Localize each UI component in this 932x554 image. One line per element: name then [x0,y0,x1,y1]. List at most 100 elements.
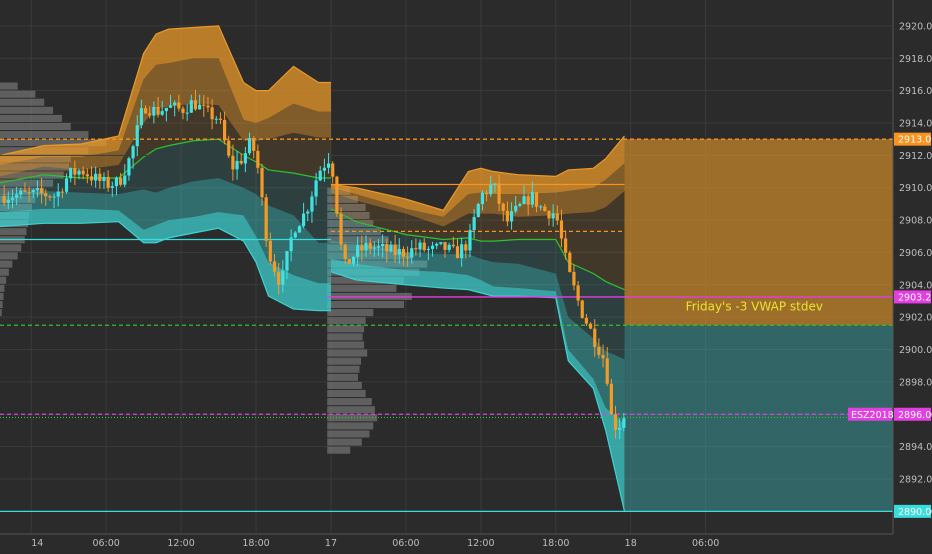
candle [69,168,73,179]
upper-band-edge [0,25,331,156]
volume-profile-bar [0,171,64,179]
price-label-box [894,504,931,518]
candle [539,206,543,208]
candle [430,245,435,249]
volume-profile-bar [327,187,351,195]
candle [485,192,489,195]
volume-profile-bar [0,179,54,187]
candle [401,248,406,257]
candle [559,220,564,239]
volume-profile-bar [0,276,7,284]
plot-area [0,0,893,534]
candle [77,170,81,175]
volume-profile-bar [0,195,36,203]
candle [139,108,144,126]
volume-profile-bar [327,260,428,268]
candle [243,153,247,164]
volume-profile-bar [0,82,18,90]
candle [44,193,48,197]
price-label: 2890.00 [898,507,932,518]
candle [23,190,27,192]
candle [356,245,360,257]
candle [376,246,381,248]
candle [405,256,410,258]
candle [35,188,40,191]
volume-profile-bar [0,309,2,317]
volume-profile-bar [327,211,370,220]
candle [210,107,214,120]
candle [393,244,397,255]
candle [331,163,335,177]
vwap-line [0,138,331,184]
volume-profile-bar [0,292,4,300]
volume-profile-bar [0,139,107,147]
candle [460,244,464,259]
volume-profile-bar [327,309,374,317]
upper-band-2 [330,163,625,227]
candle [522,196,526,204]
x-tick-label: 18 [625,538,637,549]
candle [89,176,94,181]
candle [318,170,322,181]
volume-profile-bar [327,446,351,454]
price-label: 2896.00 [898,410,932,421]
candle [206,105,210,108]
candle [347,259,351,264]
y-tick-label: 2914.00 [899,118,932,129]
volume-profile-bar [0,244,22,252]
x-tick-label: 14 [31,538,43,549]
y-tick-label: 2904.00 [899,280,932,291]
candle [10,197,15,200]
candle [218,118,223,120]
candle [247,138,252,154]
lower-band-2 [0,178,331,284]
symbol-tag-box [848,407,892,421]
volume-profile-bar [0,163,70,171]
candle [501,203,505,211]
candle [268,240,272,262]
candle [509,211,514,222]
candle [31,190,35,193]
candle [39,188,44,194]
candle [534,192,539,207]
upper-band-1 [0,103,331,183]
candle [114,177,119,187]
candle [256,150,260,168]
candle [618,427,622,430]
candle [214,118,218,120]
lower-band-edge [0,221,331,312]
candle [2,195,6,203]
lower-band-1 [330,208,625,360]
price-label: 2913.00 [898,135,932,146]
y-tick-label: 2902.00 [899,313,932,324]
candle [64,178,69,192]
candle [193,100,198,110]
x-tick-label: 18:00 [542,538,569,549]
candle [135,125,139,147]
candle [131,146,135,159]
candle [547,211,551,219]
candle [468,230,472,251]
y-tick-label: 2900.00 [899,345,932,356]
volume-profile-bar [0,268,9,276]
lower-band-1 [0,139,331,243]
volume-profile-bar [0,155,71,163]
x-tick-label: 18:00 [242,538,269,549]
y-tick-label: 2908.00 [899,216,932,227]
y-tick-label: 2916.00 [899,86,932,97]
price-label: 2903.25 [898,292,932,303]
candle [364,242,368,251]
candle [360,245,364,251]
candle [455,246,460,259]
price-label-box [894,290,931,304]
candle [568,252,572,272]
upper-band-3 [330,135,625,217]
candle [385,244,389,252]
candle [177,102,181,109]
candle [605,358,609,384]
candle [555,213,559,221]
candle [185,112,189,114]
candle [505,210,509,222]
